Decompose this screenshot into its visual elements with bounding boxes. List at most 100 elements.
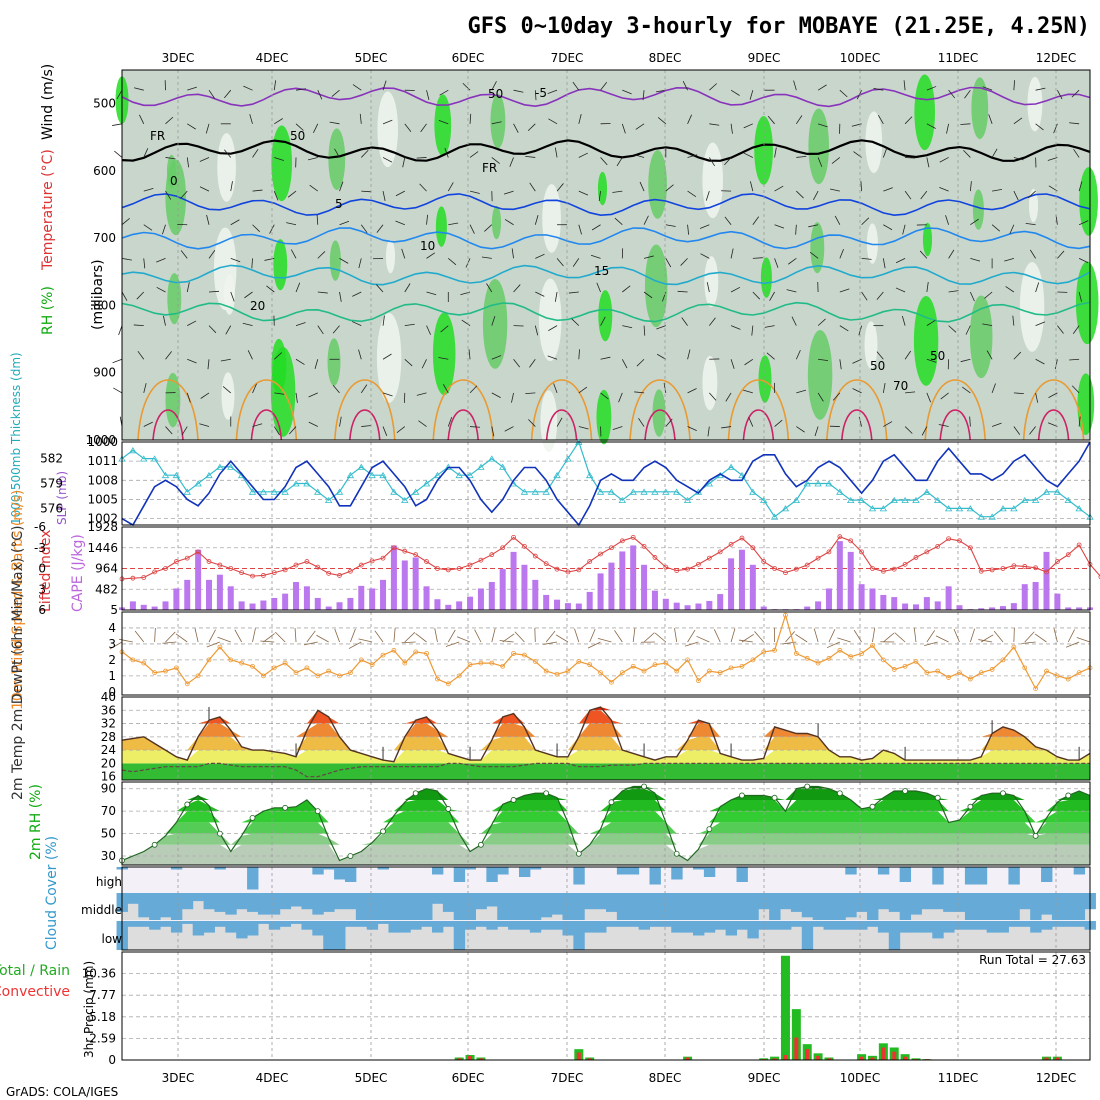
cape-bar	[1043, 551, 1050, 610]
cloud-cell	[975, 867, 988, 885]
rh-marker	[804, 783, 811, 790]
cloud-cell	[160, 921, 172, 927]
cloud-cell	[170, 893, 183, 920]
surface-wind-barb	[303, 641, 318, 646]
wind-barb	[991, 383, 996, 394]
wind-barb	[861, 217, 870, 226]
surface-wind-barb	[589, 628, 596, 643]
lifted-index-marker	[870, 566, 875, 571]
cloud-cell	[595, 921, 607, 933]
cloud-cell	[616, 921, 629, 927]
wind-barb	[969, 291, 975, 302]
wind-speed-marker	[783, 612, 788, 618]
wind-barb	[133, 87, 144, 91]
wind-barb	[730, 123, 733, 134]
lifted-index-marker	[837, 534, 843, 540]
wind-barb	[749, 90, 754, 100]
wind-barb	[709, 83, 718, 91]
cape-bar	[945, 586, 952, 610]
lifted-index-marker	[913, 555, 919, 560]
cape-bar	[978, 608, 985, 610]
lifted-index-marker	[706, 555, 712, 561]
wind-barb	[186, 157, 190, 168]
lifted-index-marker	[435, 566, 440, 571]
wind-barb	[901, 315, 906, 326]
wind-barb	[426, 325, 431, 335]
wind-barb	[395, 220, 405, 226]
wind-barb	[730, 89, 740, 96]
run-total-label: Run Total = 27.63	[979, 953, 1086, 967]
wind-barb	[700, 253, 710, 259]
wind-barb	[438, 120, 449, 125]
cloud-cell	[1030, 893, 1042, 920]
wind-barb	[926, 319, 936, 326]
cloud-cell	[431, 921, 444, 933]
wind-barb	[491, 157, 500, 164]
wind-barb	[926, 157, 930, 168]
temp-band	[122, 706, 1090, 711]
surface-wind-barb	[924, 641, 938, 647]
rh-shading-blob	[922, 222, 933, 257]
thickness-marker	[814, 480, 822, 487]
wind-barb	[396, 426, 406, 434]
wind-speed-marker	[130, 657, 136, 663]
cloud-cell	[355, 893, 368, 920]
cloud-cell	[301, 893, 313, 910]
upper-air-frame	[121, 69, 1091, 441]
thickness-marker	[466, 471, 474, 479]
cape-bar	[521, 564, 528, 610]
lifted-index-marker	[1022, 564, 1028, 569]
thickness-marker	[836, 488, 844, 495]
surface-wind-barb	[206, 641, 221, 648]
wind-barb	[287, 190, 297, 198]
rh-marker	[739, 792, 745, 799]
rh-shading-blob	[866, 223, 878, 264]
wind-barb	[665, 184, 674, 192]
date-top-label: 10DEC	[840, 51, 880, 65]
wind-barb	[525, 392, 536, 395]
wind-barb	[769, 291, 775, 301]
rh-marker	[641, 783, 647, 790]
wind-speed-marker	[348, 670, 353, 676]
precip-convective-bar	[816, 1055, 821, 1060]
cloud-cell	[932, 867, 944, 885]
wind-barb	[656, 353, 667, 360]
rh-shading-blob	[1019, 262, 1045, 352]
rh-marker	[706, 826, 713, 833]
wind-barb	[448, 258, 457, 266]
thickness-marker	[520, 488, 529, 495]
wind-speed-marker	[1054, 673, 1060, 679]
rh-band	[122, 844, 1090, 865]
cape-bar	[456, 601, 463, 610]
wind-barb	[316, 214, 319, 225]
wind-barb	[274, 118, 283, 125]
cloud-cell	[181, 921, 194, 924]
rh-tick-label: 50	[101, 827, 116, 841]
rh-marker	[249, 814, 256, 821]
lifted-index-marker	[402, 548, 408, 554]
wind-barb	[852, 388, 862, 394]
wind-barb	[861, 257, 872, 260]
warm-contour	[727, 379, 790, 441]
lifted-index-marker	[674, 568, 680, 573]
wind-barb	[339, 181, 344, 192]
wind-speed-marker	[815, 660, 821, 666]
wind-barb	[484, 224, 493, 232]
surface-wind-barb	[597, 637, 612, 643]
cloud-cell	[823, 921, 835, 930]
cloud-cell	[888, 921, 901, 950]
date-top-label: 5DEC	[355, 51, 388, 65]
wind-barb	[286, 222, 297, 226]
wind-speed-marker	[522, 652, 527, 658]
wind-barb	[548, 325, 558, 331]
lifted-index-marker	[1098, 574, 1100, 580]
temp-band-16	[122, 763, 1090, 780]
rh-shading-blob	[490, 93, 506, 149]
cape-bar	[445, 604, 452, 610]
wind-barb	[156, 286, 166, 293]
cape-bar	[216, 574, 223, 610]
cloud-cell	[812, 893, 825, 920]
cape-bar	[195, 549, 202, 610]
temp-frame	[121, 696, 1091, 781]
isotherm-label: 10	[420, 239, 435, 253]
